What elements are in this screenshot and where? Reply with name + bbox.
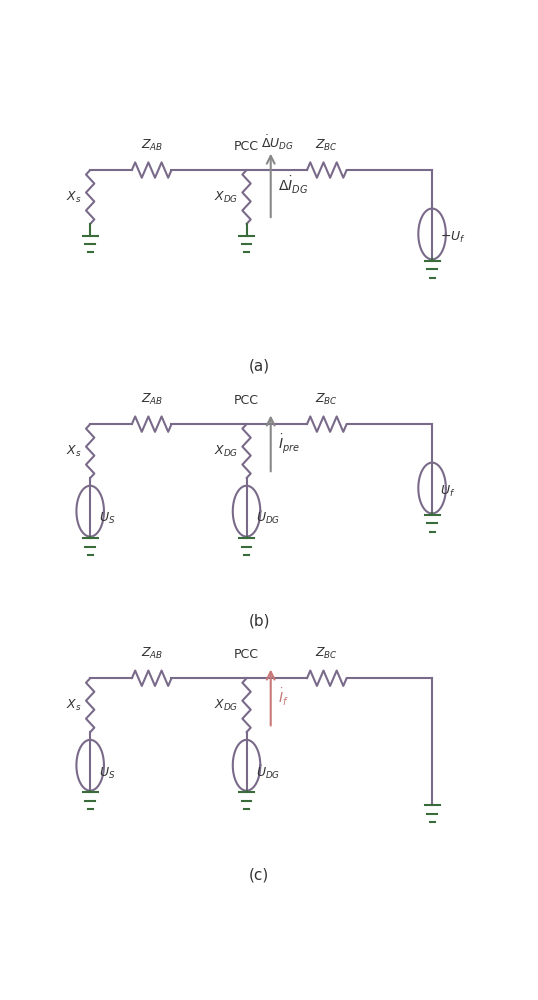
Text: $\Delta\dot{I}_{DG}$: $\Delta\dot{I}_{DG}$ (278, 175, 308, 196)
Text: (a): (a) (249, 359, 270, 374)
Text: $X_{DG}$: $X_{DG}$ (214, 189, 238, 205)
Text: PCC: PCC (234, 648, 259, 661)
Text: $\dot{I}_{pre}$: $\dot{I}_{pre}$ (278, 432, 300, 455)
Text: $Z_{BC}$: $Z_{BC}$ (315, 392, 338, 407)
Text: $U_f$: $U_f$ (440, 484, 455, 499)
Text: $Z_{AB}$: $Z_{AB}$ (140, 646, 163, 661)
Text: $U_S$: $U_S$ (100, 511, 116, 526)
Text: (b): (b) (249, 613, 270, 628)
Text: $X_s$: $X_s$ (66, 698, 82, 713)
Text: PCC: PCC (234, 140, 259, 153)
Text: $-U_f$: $-U_f$ (440, 230, 465, 245)
Text: $\dot{\Delta}U_{DG}$: $\dot{\Delta}U_{DG}$ (261, 133, 294, 152)
Text: $Z_{BC}$: $Z_{BC}$ (315, 138, 338, 153)
Text: $X_s$: $X_s$ (66, 444, 82, 459)
Text: $\dot{I}_f$: $\dot{I}_f$ (278, 687, 289, 708)
Text: $U_{DG}$: $U_{DG}$ (256, 765, 280, 781)
Text: PCC: PCC (234, 394, 259, 407)
Text: $Z_{BC}$: $Z_{BC}$ (315, 646, 338, 661)
Text: $U_{DG}$: $U_{DG}$ (256, 511, 280, 526)
Text: (c): (c) (249, 867, 269, 882)
Text: $Z_{AB}$: $Z_{AB}$ (140, 138, 163, 153)
Text: $X_s$: $X_s$ (66, 189, 82, 205)
Text: $Z_{AB}$: $Z_{AB}$ (140, 392, 163, 407)
Text: $U_S$: $U_S$ (100, 765, 116, 781)
Text: $X_{DG}$: $X_{DG}$ (214, 444, 238, 459)
Text: $X_{DG}$: $X_{DG}$ (214, 698, 238, 713)
